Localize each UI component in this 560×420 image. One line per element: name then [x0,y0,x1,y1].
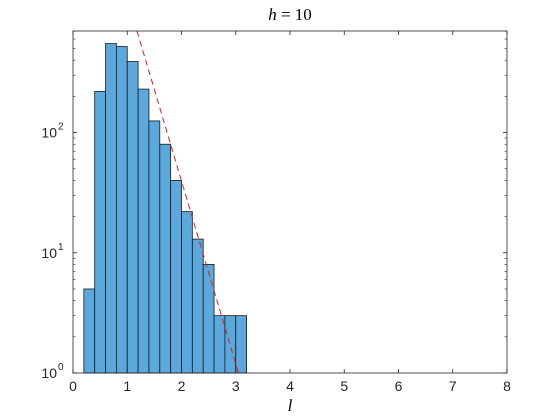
y-tick-label-base: 10 [41,365,57,381]
y-tick-label: 10 1 [41,242,64,261]
histogram-bar [94,91,106,374]
histogram-bar [159,143,172,374]
chart-title-eq: = [277,5,295,24]
histogram-bar [137,88,150,374]
x-axis-label: l [288,396,293,415]
x-tick-label: 6 [395,378,403,394]
histogram-bar [181,211,193,374]
x-tick-label: 8 [503,378,511,394]
histogram-bar [224,315,237,374]
histogram-bar [148,120,161,374]
histogram-bar [83,288,96,374]
histogram-bar [170,180,182,374]
histogram-bar [126,61,139,374]
y-tick-label-base: 10 [41,125,57,141]
y-tick-label-exponent: 2 [58,122,64,133]
histogram-bar [213,315,226,374]
x-tick-label: 0 [69,378,77,394]
plot-area-frame [72,30,508,374]
histogram-bar [191,238,204,374]
histogram-bar [116,46,128,374]
x-tick-label: 2 [178,378,186,394]
x-tick-label: 1 [123,378,131,394]
histogram-bar [105,43,117,374]
y-tick-label: 10 2 [41,122,64,141]
x-tick-label: 5 [340,378,348,394]
chart-title-value: 10 [295,5,312,24]
x-tick-label: 7 [449,378,457,394]
histogram-bar [235,315,248,374]
y-tick-label: 10 0 [41,362,64,381]
y-tick-label-exponent: 0 [58,362,64,373]
x-tick-label: 3 [232,378,240,394]
x-tick-label: 4 [286,378,294,394]
y-tick-label-base: 10 [41,245,57,261]
histogram-bars [83,43,248,374]
y-tick-label-exponent: 1 [58,242,64,253]
chart-title-var: h [268,5,277,24]
chart-title: h = 10 [268,5,312,24]
histogram-bar [202,264,215,374]
